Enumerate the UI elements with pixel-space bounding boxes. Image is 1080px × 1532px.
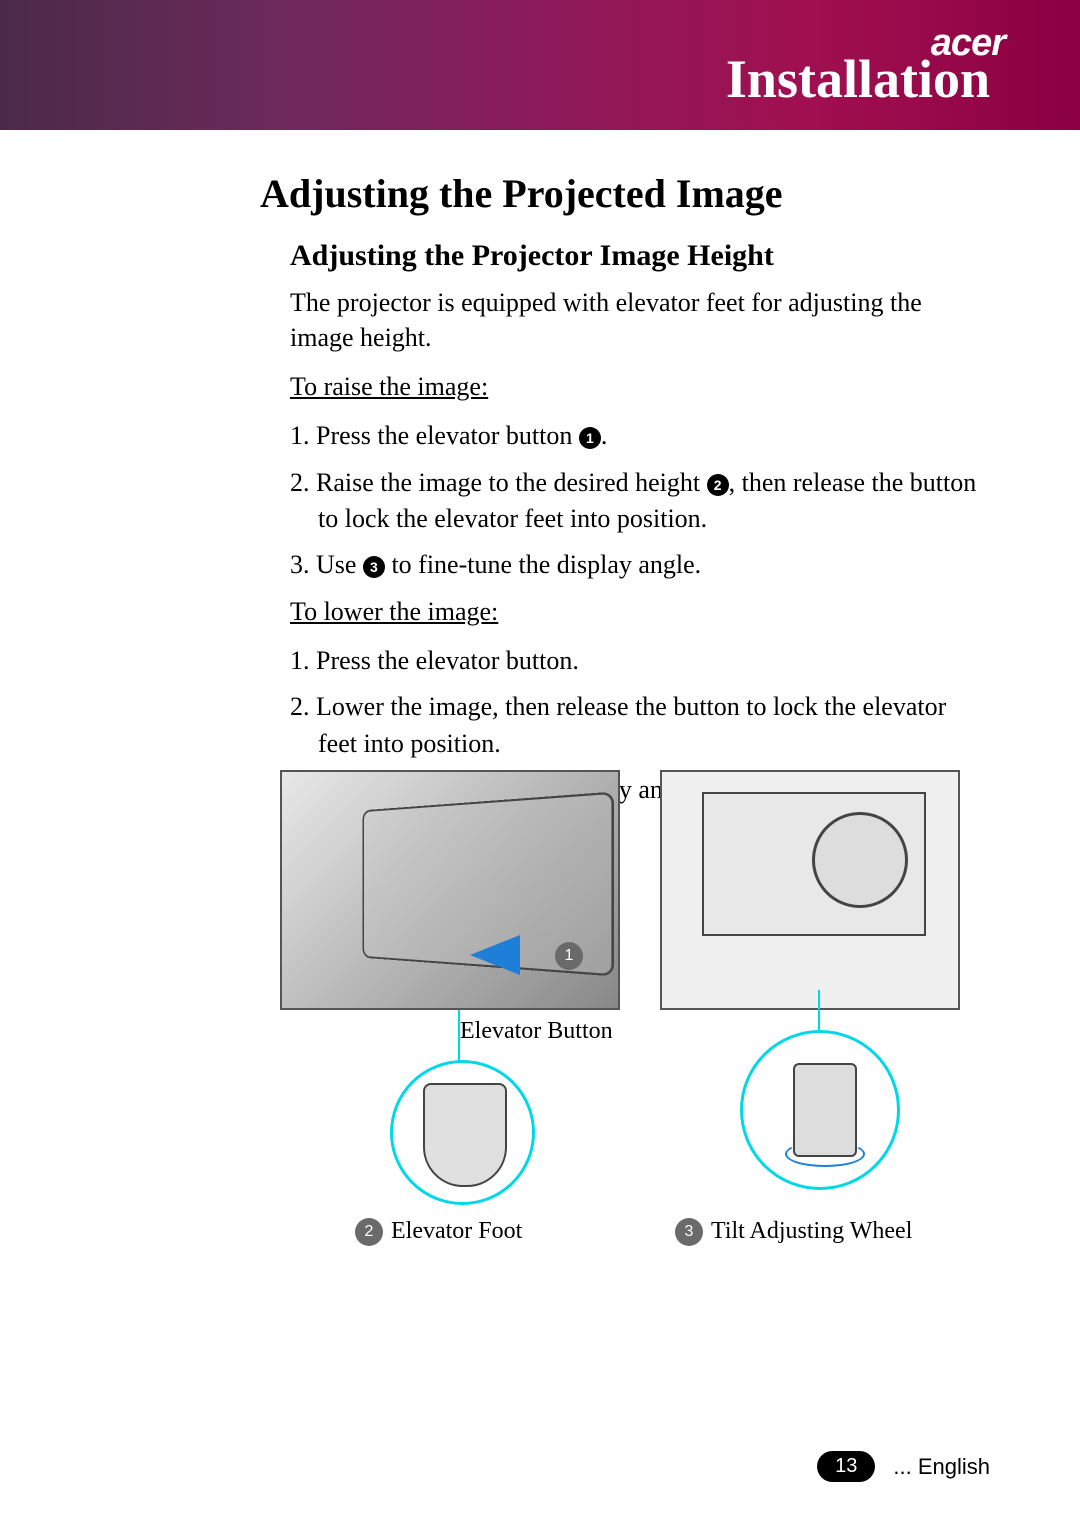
raise-step-3: 3. Use 3 to fine-tune the display angle. bbox=[290, 547, 990, 583]
subsection-title: Adjusting the Projector Image Height bbox=[290, 239, 990, 273]
lower-heading: To lower the image: bbox=[290, 594, 990, 629]
raise-step-2: 2. Raise the image to the desired height… bbox=[290, 465, 990, 538]
elevator-button-arrow-icon bbox=[470, 935, 520, 975]
callout-label-3: Tilt Adjusting Wheel bbox=[711, 1218, 912, 1244]
lower-step-2: 2. Lower the image, then release the but… bbox=[290, 689, 990, 762]
callout-badge-2: 2 bbox=[355, 1218, 383, 1246]
section-title: Adjusting the Projected Image bbox=[260, 170, 990, 217]
callout-circle-elevator-foot bbox=[390, 1060, 535, 1205]
brand-logo: acer bbox=[931, 22, 1005, 65]
callout-row-3: 3 Tilt Adjusting Wheel bbox=[675, 1218, 912, 1246]
raise-step-2a: 2. Raise the image to the desired height bbox=[290, 468, 707, 497]
callout-badge-3: 3 bbox=[675, 1218, 703, 1246]
callout-label-2: Elevator Foot bbox=[391, 1218, 522, 1244]
raise-step-3b: to fine-tune the display angle. bbox=[385, 550, 701, 579]
circled-1-icon: 1 bbox=[579, 427, 601, 449]
diagram-right-illustration bbox=[660, 770, 960, 1010]
circled-3-icon: 3 bbox=[363, 556, 385, 578]
footer: 13 ... English bbox=[817, 1451, 990, 1482]
leader-line-right bbox=[818, 990, 820, 1034]
header-band: acer Installation bbox=[0, 0, 1080, 130]
circled-2-icon: 2 bbox=[707, 474, 729, 496]
page-number-badge: 13 bbox=[817, 1451, 875, 1482]
intro-paragraph: The projector is equipped with elevator … bbox=[290, 285, 990, 355]
raise-heading: To raise the image: bbox=[290, 369, 990, 404]
diagram-left-illustration bbox=[280, 770, 620, 1010]
raise-step-3a: 3. Use bbox=[290, 550, 363, 579]
language-label: ... English bbox=[893, 1454, 990, 1480]
raise-step-1: 1. Press the elevator button 1. bbox=[290, 418, 990, 454]
content-area: Adjusting the Projected Image Adjusting … bbox=[0, 130, 1080, 809]
raise-list: 1. Press the elevator button 1. 2. Raise… bbox=[290, 418, 990, 584]
diagram-area: 1 Elevator Button 2 Elevator Foot 3 Tilt A… bbox=[260, 770, 1020, 1330]
callout-badge-1: 1 bbox=[555, 942, 583, 970]
raise-step-1b: . bbox=[601, 421, 608, 450]
callout-row-2: 2 Elevator Foot bbox=[355, 1218, 522, 1246]
raise-step-1a: 1. Press the elevator button bbox=[290, 421, 579, 450]
callout-circle-tilt-wheel bbox=[740, 1030, 900, 1190]
lower-step-1: 1. Press the elevator button. bbox=[290, 643, 990, 679]
callout-label-1: Elevator Button bbox=[460, 1018, 613, 1045]
